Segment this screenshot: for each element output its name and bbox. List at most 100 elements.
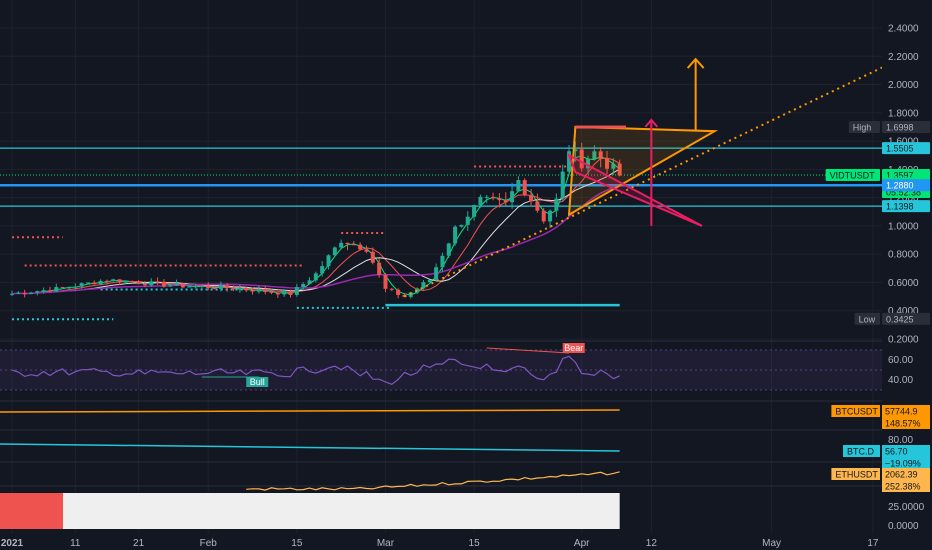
candle-body: [168, 285, 173, 287]
sub-panes: [0, 400, 882, 529]
divergence-label: Bull: [250, 377, 265, 387]
eth-value: 2062.39: [885, 470, 918, 480]
candle-body: [345, 242, 350, 245]
triangle-pattern[interactable]: [567, 125, 719, 217]
candle-body: [79, 283, 84, 287]
price-tick-label: 1.0000: [888, 221, 919, 232]
candle-body: [237, 288, 242, 290]
candle-body: [548, 210, 553, 222]
candle-body: [491, 196, 496, 199]
candle-body: [427, 279, 432, 283]
candle-body: [22, 292, 27, 295]
price-tag-value: 05:52:38: [886, 187, 921, 197]
btc-change: 148.57%: [885, 419, 921, 429]
candle-body: [155, 281, 160, 283]
candle-body: [383, 274, 388, 289]
btc-dominance-label-box: [843, 445, 880, 457]
candle-body: [10, 293, 14, 295]
btc-label-box: [831, 405, 880, 417]
eth-label: ETHUSDT: [835, 470, 878, 480]
projection-triangle[interactable]: [567, 153, 703, 227]
candle-body: [104, 280, 109, 282]
candle-body: [294, 287, 299, 295]
divergence-label: Bear: [564, 343, 583, 353]
price-tag-label-box: [848, 120, 880, 133]
candle-body: [446, 243, 451, 256]
horizontal-lines[interactable]: [0, 147, 882, 207]
candle-body: [560, 171, 565, 199]
trend-line-dotted[interactable]: [404, 66, 883, 298]
candle-body: [47, 290, 52, 292]
price-tag-label-box: [825, 169, 880, 182]
price-tag-label: Low: [859, 314, 876, 324]
divergence-label-box: [562, 343, 585, 353]
candle-body: [218, 285, 223, 289]
candle-body: [130, 281, 135, 283]
btc-line: [0, 409, 620, 413]
price-tick-label: 2.4000: [888, 24, 919, 35]
candle-body: [377, 262, 382, 275]
candle-body: [459, 224, 464, 227]
price-axis[interactable]: 2.40002.20002.00001.80001.60001.40001.20…: [825, 0, 932, 550]
candle-body: [54, 287, 59, 292]
candle-body: [541, 210, 546, 222]
time-axis[interactable]: 20211121Feb15Mar15Apr12May17Jun: [0, 533, 932, 550]
candle-body: [187, 286, 192, 288]
price-tick-label: 0.2000: [888, 335, 919, 346]
rsi-tick-label: 60.00: [888, 355, 913, 366]
candle-body: [174, 283, 179, 286]
candle-body: [301, 284, 306, 288]
candle-body: [579, 149, 584, 169]
price-tick-label: 1.2000: [888, 193, 919, 204]
candle-body: [484, 196, 489, 198]
price-tag-value: 1.5505: [886, 144, 914, 154]
candle-body: [136, 281, 141, 285]
btc-dominance-line: [0, 443, 620, 452]
candle-body: [212, 288, 217, 290]
time-tick-label: 2021: [1, 538, 24, 549]
candle-body: [16, 292, 21, 294]
candle-body: [41, 290, 46, 292]
candle-body: [434, 267, 439, 280]
ma-mid: [11, 157, 620, 295]
price-tick-label: 0.4000: [888, 306, 919, 317]
price-tag-value: 0.3425: [886, 314, 914, 324]
candle-body: [415, 288, 420, 293]
candle-body: [35, 291, 40, 293]
btc-dominance-label: BTC.D: [847, 447, 875, 457]
btc-label: BTCUSDT: [835, 407, 878, 417]
candle-body: [313, 273, 318, 281]
price-tag-value: 1.3597: [886, 171, 914, 181]
candle-body: [503, 200, 508, 203]
candle-body: [453, 226, 458, 244]
price-tag-label: VIDTUSDT: [830, 171, 876, 181]
price-tick-label: 0.8000: [888, 250, 919, 261]
price-tag-box: [882, 312, 930, 325]
ma-slow: [11, 168, 620, 295]
candle-body: [193, 286, 198, 288]
candle-body: [199, 285, 204, 287]
candle-body: [307, 280, 312, 285]
bottom-tick-label: 25.0000: [888, 502, 925, 513]
candle-body: [497, 198, 502, 201]
btc-value-box: [882, 405, 930, 429]
candle-body: [123, 281, 128, 283]
rsi-line: [11, 355, 620, 385]
btc-dominance-value: 56.70: [885, 447, 908, 457]
drawings[interactable]: [404, 57, 883, 298]
candle-body: [510, 191, 515, 203]
price-tag-value: 1.1398: [886, 202, 914, 212]
candle-body: [263, 289, 268, 292]
rsi-tick-label: 40.00: [888, 375, 913, 386]
dominance-tick: 80.00: [888, 435, 913, 446]
time-tick-label: 12: [646, 538, 658, 549]
btc-value: 57744.9: [885, 407, 918, 417]
price-tick-label: 1.8000: [888, 108, 919, 119]
time-axis-bg[interactable]: [0, 533, 882, 550]
candle-body: [586, 159, 591, 169]
candle-body: [611, 163, 616, 169]
price-tag-box: [882, 200, 930, 213]
price-tick-label: 0.6000: [888, 278, 919, 289]
price-tag-box: [882, 120, 930, 133]
